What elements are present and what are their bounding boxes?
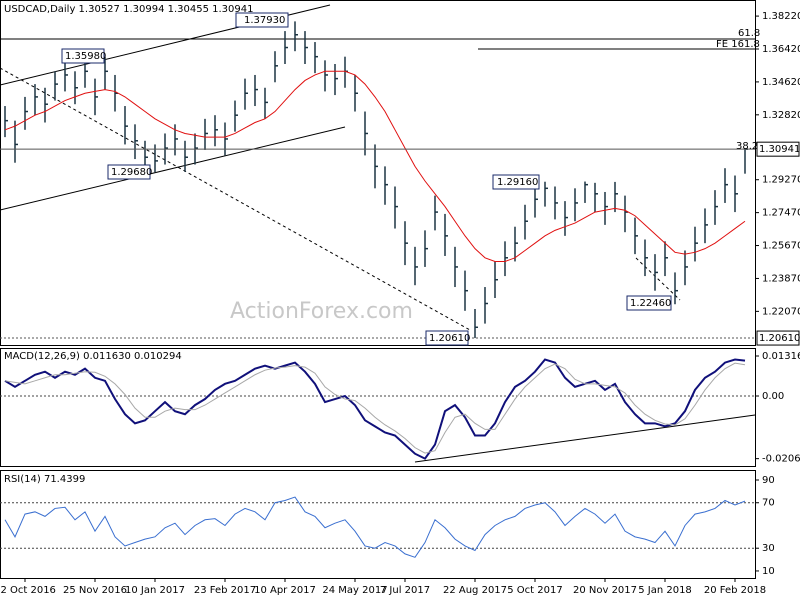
- watermark: ActionForex.com: [230, 299, 413, 324]
- x-tick-label: 10 Jan 2017: [125, 585, 185, 596]
- series-line: [4, 362, 746, 454]
- y-tick-label: 1.38220: [762, 11, 800, 22]
- y-tick-label: 1.36420: [762, 44, 800, 55]
- y-tick-label: 0.013166: [762, 351, 800, 362]
- y-tick-label: 70: [762, 498, 775, 509]
- y-tick-label: 1.27470: [762, 208, 800, 219]
- plot-layer: 1.38220 1.36420 1.34620 1.32820 1.29270 1.274…: [0, 11, 800, 596]
- callout: 1.29160: [497, 177, 538, 188]
- y-tick-label: 10: [762, 566, 775, 577]
- x-tick-label: 7 Jul 2017: [380, 585, 430, 596]
- y-tick-label: -0.020617: [762, 454, 800, 465]
- fibo-label: FE 161.8: [716, 39, 760, 50]
- macd-panel: [0, 348, 756, 467]
- x-tick-label: 23 Feb 2017: [194, 585, 256, 596]
- x-tick-label: 5 Jan 2018: [638, 585, 692, 596]
- y-tick-label: 30: [762, 543, 775, 554]
- macd-title: MACD(12,26,9) 0.011630 0.010294: [4, 351, 182, 362]
- callout: 1.37930: [244, 15, 285, 26]
- y-tick-label: 1.29270: [762, 175, 800, 186]
- x-tick-label: 20 Nov 2017: [573, 585, 637, 596]
- x-tick-label: 10 Apr 2017: [254, 585, 316, 596]
- fibo-label: 38.2: [736, 141, 758, 152]
- price-title: USDCAD,Daily 1.30527 1.30994 1.30455 1.3…: [4, 4, 254, 15]
- x-tick-label: 22 Aug 2017: [443, 585, 507, 596]
- x-tick-label: 20 Feb 2018: [704, 585, 766, 596]
- price-marker-label: 1.30941: [759, 144, 800, 155]
- y-tick-label: 0.00: [762, 391, 784, 402]
- y-tick-label: 1.34620: [762, 77, 800, 88]
- callout: 1.35980: [65, 51, 106, 62]
- trend-line: [635, 257, 681, 301]
- y-tick-label: 1.32820: [762, 110, 800, 121]
- callout: 1.29680: [111, 167, 152, 178]
- moving-average: [4, 70, 746, 262]
- callouts: 1.35980 1.29680 1.37930 1.29160 1.22460 …: [61, 12, 760, 346]
- trend-line: [0, 126, 346, 211]
- x-tick-label: 25 Nov 2016: [63, 585, 127, 596]
- rsi-panel: [0, 470, 756, 579]
- price-marker-label: 1.20610: [759, 333, 800, 344]
- price-marker-box: [756, 141, 800, 157]
- price-marker-box: [756, 330, 800, 346]
- y-tick-label: 1.22070: [762, 306, 800, 317]
- y-tick-label: 90: [762, 475, 775, 486]
- fibo-label: 61.8: [738, 28, 760, 39]
- y-tick-label: 1.23870: [762, 273, 800, 284]
- trend-line: [414, 414, 756, 463]
- series-line: [4, 358, 746, 460]
- x-tick-label: 5 Oct 2017: [507, 585, 562, 596]
- y-tick-label: 1.25670: [762, 241, 800, 252]
- x-tick-label: 24 May 2017: [322, 585, 387, 596]
- series-line: [4, 496, 746, 558]
- rsi-title: RSI(14) 71.4399: [4, 474, 85, 485]
- x-tick-label: 12 Oct 2016: [0, 585, 56, 596]
- callout: 1.20610: [429, 333, 470, 344]
- callout: 1.22460: [630, 298, 671, 309]
